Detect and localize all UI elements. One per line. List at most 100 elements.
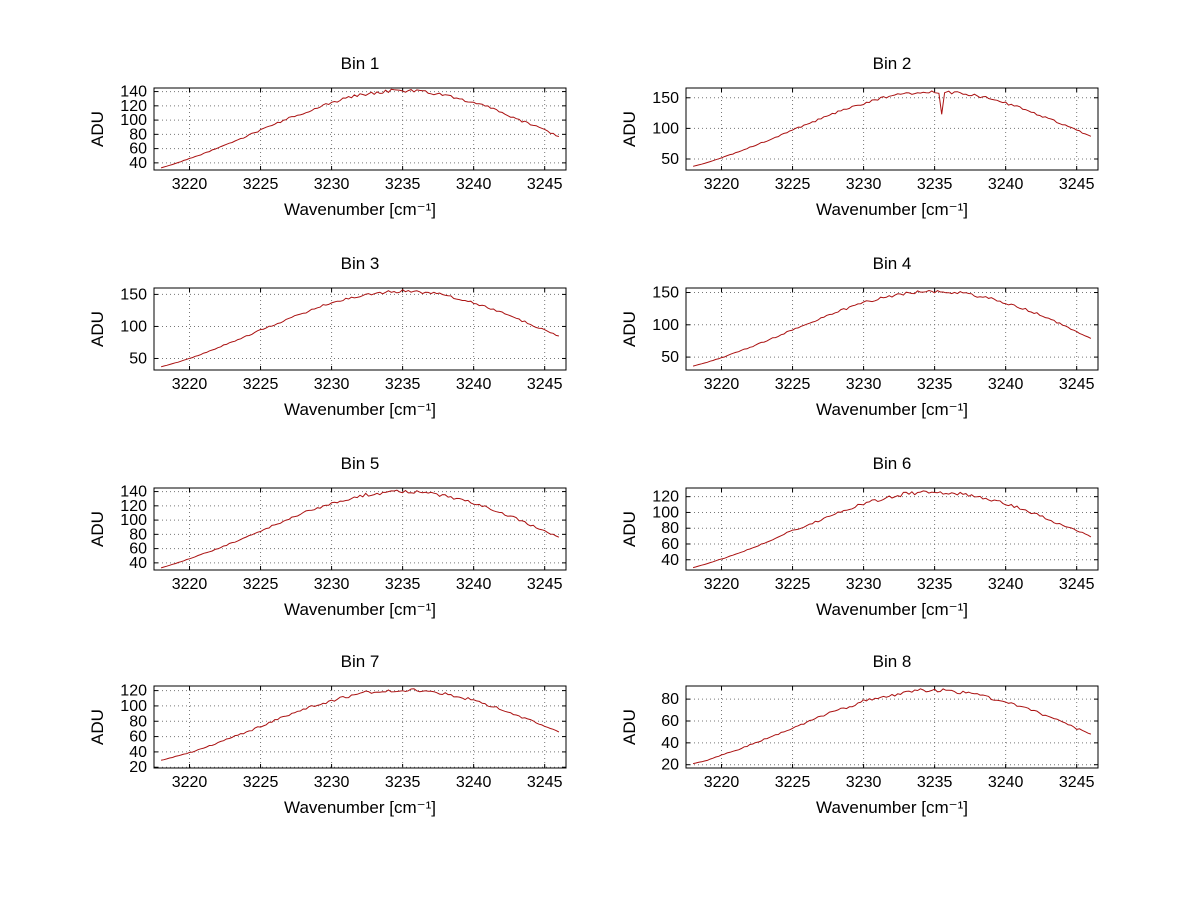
subplot-bin-2: Bin 2 ADU 3220 3225 3230 3235 3240 3245 50 100 1… (602, 48, 1132, 283)
svg-text:3225: 3225 (243, 176, 279, 193)
svg-text:40: 40 (129, 155, 147, 172)
svg-text:3240: 3240 (456, 176, 492, 193)
svg-text:3240: 3240 (456, 376, 492, 393)
svg-text:120: 120 (120, 498, 147, 515)
plot-area: 3220 3225 3230 3235 3240 3245 50 100 150 (652, 285, 1099, 393)
svg-text:3220: 3220 (172, 176, 208, 193)
svg-text:40: 40 (661, 552, 679, 569)
subplot-title: Bin 1 (340, 54, 380, 73)
svg-text:150: 150 (120, 286, 147, 303)
svg-text:3220: 3220 (704, 774, 740, 791)
svg-text:50: 50 (661, 151, 679, 168)
svg-text:60: 60 (661, 536, 679, 553)
svg-text:100: 100 (652, 317, 679, 334)
svg-text:3230: 3230 (314, 576, 350, 593)
subplot-title: Bin 3 (340, 254, 380, 273)
svg-text:60: 60 (661, 713, 679, 730)
x-axis-label: Wavenumber [cm⁻¹] (284, 400, 436, 419)
subplot-bin-7: Bin 7 ADU 3220 3225 3230 3235 3240 3245 20 40 60… (70, 646, 600, 881)
x-axis-label: Wavenumber [cm⁻¹] (816, 400, 968, 419)
svg-text:20: 20 (129, 759, 147, 776)
svg-text:3220: 3220 (704, 576, 740, 593)
svg-text:40: 40 (129, 555, 147, 572)
svg-text:60: 60 (129, 141, 147, 158)
svg-text:3235: 3235 (917, 576, 953, 593)
svg-text:100: 100 (120, 512, 147, 529)
subplot-title: Bin 7 (340, 652, 380, 671)
svg-text:3225: 3225 (775, 576, 811, 593)
svg-text:120: 120 (120, 98, 147, 115)
subplot-title: Bin 4 (872, 254, 912, 273)
svg-text:3240: 3240 (988, 176, 1024, 193)
svg-text:3225: 3225 (243, 576, 279, 593)
subplot-bin-3: Bin 3 ADU 3220 3225 3230 3235 3240 3245 50 100 1… (70, 248, 600, 483)
svg-text:3235: 3235 (917, 774, 953, 791)
x-axis-label: Wavenumber [cm⁻¹] (284, 200, 436, 219)
svg-text:140: 140 (120, 484, 147, 501)
svg-text:80: 80 (661, 691, 679, 708)
svg-text:40: 40 (661, 735, 679, 752)
svg-text:60: 60 (129, 541, 147, 558)
plot-area: 3220 3225 3230 3235 3240 3245 20 40 60 80 (661, 685, 1099, 791)
svg-text:3240: 3240 (988, 576, 1024, 593)
svg-text:3225: 3225 (775, 376, 811, 393)
plot-area: 3220 3225 3230 3235 3240 3245 50 100 150 (120, 286, 567, 393)
svg-text:20: 20 (661, 757, 679, 774)
svg-text:80: 80 (129, 526, 147, 543)
svg-text:3230: 3230 (846, 376, 882, 393)
svg-text:3230: 3230 (314, 774, 350, 791)
x-axis-label: Wavenumber [cm⁻¹] (816, 600, 968, 619)
svg-text:3235: 3235 (385, 376, 421, 393)
svg-text:3240: 3240 (988, 774, 1024, 791)
svg-text:3240: 3240 (456, 576, 492, 593)
svg-text:140: 140 (120, 84, 147, 101)
svg-text:150: 150 (652, 90, 679, 107)
svg-text:3245: 3245 (527, 576, 563, 593)
svg-text:3230: 3230 (846, 774, 882, 791)
svg-text:3230: 3230 (314, 176, 350, 193)
x-axis-label: Wavenumber [cm⁻¹] (816, 798, 968, 817)
x-axis-label: Wavenumber [cm⁻¹] (284, 798, 436, 817)
subplot-bin-8: Bin 8 ADU 3220 3225 3230 3235 3240 3245 20 40 60… (602, 646, 1132, 881)
svg-text:3220: 3220 (172, 376, 208, 393)
svg-text:100: 100 (120, 112, 147, 129)
svg-text:3245: 3245 (1059, 176, 1095, 193)
subplot-bin-1: Bin 1 ADU 3220 3225 3230 3235 3240 3245 40 60 80… (70, 48, 600, 283)
svg-text:120: 120 (652, 489, 679, 506)
subplot-title: Bin 5 (340, 454, 380, 473)
svg-text:3245: 3245 (527, 376, 563, 393)
svg-text:50: 50 (129, 350, 147, 367)
svg-text:3225: 3225 (775, 176, 811, 193)
svg-text:40: 40 (129, 744, 147, 761)
svg-text:80: 80 (129, 126, 147, 143)
svg-text:3225: 3225 (243, 774, 279, 791)
svg-text:3220: 3220 (704, 176, 740, 193)
svg-text:3225: 3225 (243, 376, 279, 393)
subplot-title: Bin 6 (872, 454, 912, 473)
subplot-title: Bin 8 (872, 652, 912, 671)
subplot-title: Bin 2 (872, 54, 912, 73)
svg-text:3245: 3245 (527, 176, 563, 193)
svg-text:60: 60 (129, 729, 147, 746)
svg-text:120: 120 (120, 683, 147, 700)
svg-text:100: 100 (652, 504, 679, 521)
x-axis-label: Wavenumber [cm⁻¹] (816, 200, 968, 219)
svg-text:3235: 3235 (385, 576, 421, 593)
svg-text:3230: 3230 (314, 376, 350, 393)
svg-text:150: 150 (652, 285, 679, 302)
svg-text:3220: 3220 (172, 774, 208, 791)
subplot-bin-4: Bin 4 ADU 3220 3225 3230 3235 3240 3245 50 100 1… (602, 248, 1132, 483)
svg-text:100: 100 (120, 318, 147, 335)
svg-text:3235: 3235 (385, 176, 421, 193)
svg-text:50: 50 (661, 349, 679, 366)
plot-area: 3220 3225 3230 3235 3240 3245 50 100 150 (652, 87, 1099, 193)
svg-text:3220: 3220 (704, 376, 740, 393)
svg-text:3235: 3235 (917, 176, 953, 193)
svg-text:3245: 3245 (1059, 576, 1095, 593)
